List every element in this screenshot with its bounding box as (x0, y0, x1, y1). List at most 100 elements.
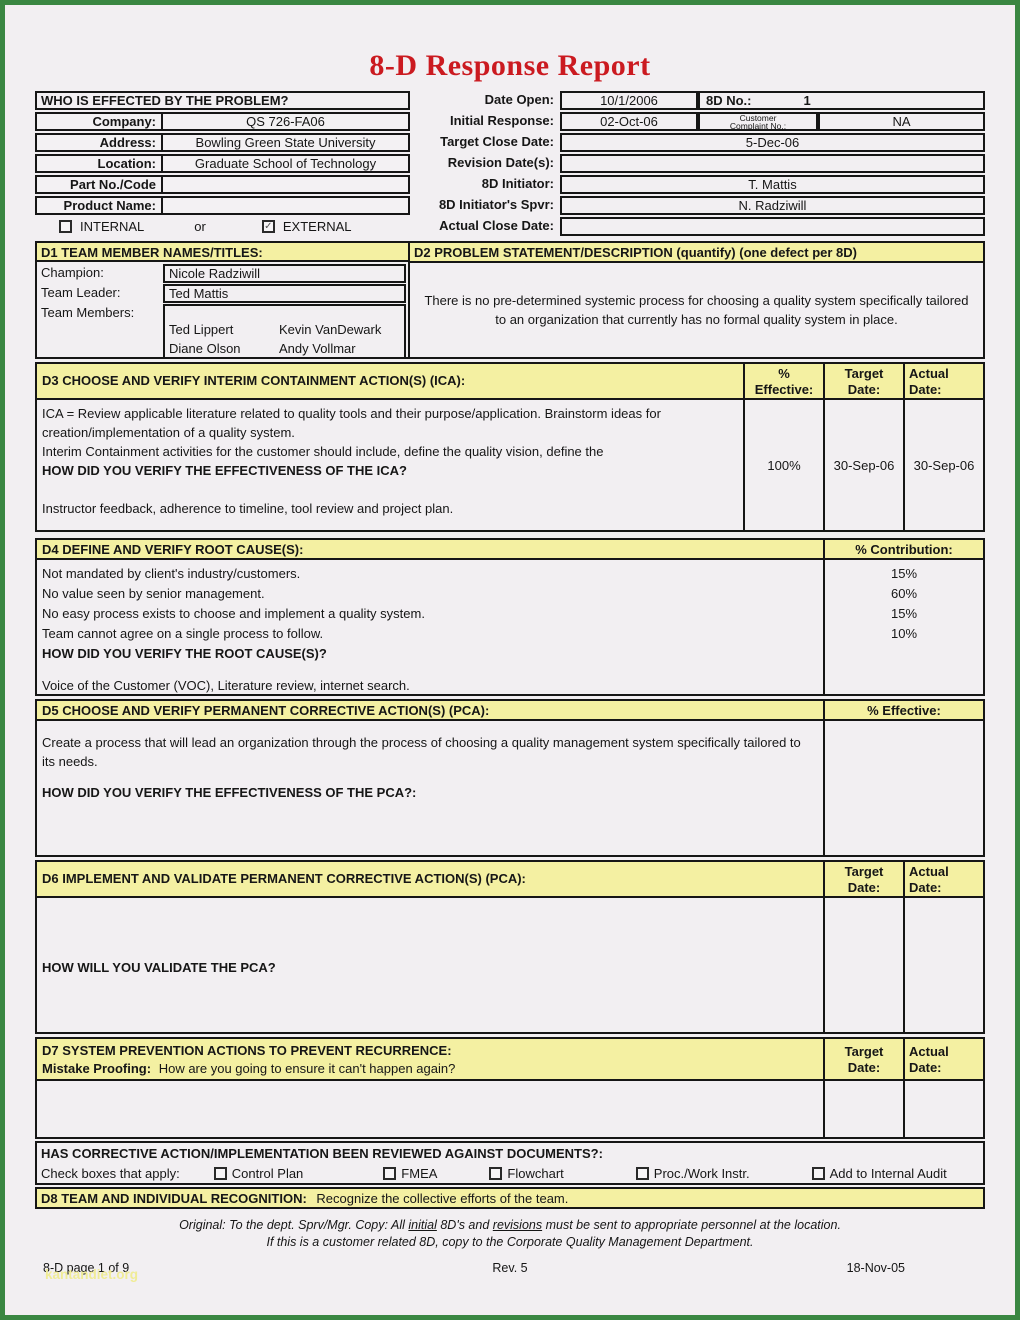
initial-response-label: Initial Response: (449, 113, 554, 128)
d6-body-row: HOW WILL YOU VALIDATE THE PCA? (37, 898, 983, 1032)
watermark: kantandiet.org (45, 1267, 139, 1282)
d4-body-row: Not mandated by client's industry/custom… (37, 560, 983, 694)
add-internal-audit-checkbox-icon (811, 1166, 825, 1180)
part-label: Part No./Code (37, 177, 163, 192)
d5-effective-header: % Effective: (823, 701, 983, 719)
d6-col-actual-header: Actual Date: (903, 862, 983, 896)
d6-col-target-header: Target Date: (823, 862, 903, 896)
spvr-field[interactable]: N. Radziwill (560, 196, 985, 215)
d7-target-field[interactable] (823, 1081, 903, 1137)
initial-response-field[interactable]: 02-Oct-06 (560, 112, 698, 131)
date-open-row: Date Open: 10/1/2006 8D No.: 1 (410, 91, 985, 110)
d7-col-actual-header: Actual Date: (903, 1039, 983, 1079)
d3-pct-field[interactable]: 100% (743, 400, 823, 530)
company-label: Company: (37, 114, 163, 129)
d5-header-row: D5 CHOOSE AND VERIFY PERMANENT CORRECTIV… (37, 701, 983, 721)
d7-mistake-proofing-label: Mistake Proofing: (42, 1061, 152, 1076)
d5-body-row: Create a process that will lead an organ… (37, 721, 983, 855)
spvr-row: 8D Initiator's Spvr: N. Radziwill (410, 196, 985, 215)
initiator-field[interactable]: T. Mattis (560, 175, 985, 194)
d5-header: D5 CHOOSE AND VERIFY PERMANENT CORRECTIV… (42, 703, 490, 718)
d3-actual-field[interactable]: 30-Sep-06 (903, 400, 983, 530)
check-boxes-label: Check boxes that apply: (41, 1165, 180, 1181)
d2-header: D2 PROBLEM STATEMENT/DESCRIPTION (quanti… (410, 243, 983, 263)
who-title: WHO IS EFFECTED BY THE PROBLEM? (35, 91, 410, 110)
location-row: Location: Graduate School of Technology (35, 154, 410, 173)
team-members-label: Team Members: (41, 305, 135, 320)
section-d8: D8 TEAM AND INDIVIDUAL RECOGNITION: Reco… (35, 1187, 985, 1209)
8d-no-value: 1 (803, 93, 811, 108)
actual-close-field[interactable] (560, 217, 985, 236)
d6-header: D6 IMPLEMENT AND VALIDATE PERMANENT CORR… (42, 871, 526, 886)
page-number: 8-D page 1 of 9 (43, 1261, 130, 1275)
d4-verify-answer: Voice of the Customer (VOC), Literature … (42, 678, 410, 693)
section-d5: D5 CHOOSE AND VERIFY PERMANENT CORRECTIV… (35, 699, 985, 857)
section-d3: D3 CHOOSE AND VERIFY INTERIM CONTAINMENT… (35, 362, 985, 532)
fmea-checkbox-icon (383, 1166, 397, 1180)
champion-field[interactable]: Nicole Radziwill (163, 264, 406, 283)
section-d2: D2 PROBLEM STATEMENT/DESCRIPTION (quanti… (410, 243, 983, 357)
d5-verify-question: HOW DID YOU VERIFY THE EFFECTIVENESS OF … (42, 785, 417, 800)
flowchart-checkbox-icon (489, 1166, 503, 1180)
section-d6: D6 IMPLEMENT AND VALIDATE PERMANENT CORR… (35, 860, 985, 1034)
date-open-field[interactable]: 10/1/2006 (560, 91, 698, 110)
internal-label: INTERNAL (80, 219, 145, 234)
target-close-row: Target Close Date: 5-Dec-06 (410, 133, 985, 152)
d6-target-field[interactable] (823, 898, 903, 1032)
d3-target-field[interactable]: 30-Sep-06 (823, 400, 903, 530)
d3-body-row: ICA = Review applicable literature relat… (37, 400, 983, 530)
revision-label: Revision Date(s): (447, 155, 554, 170)
complaint-no-label: Customer Complaint No.: (698, 112, 818, 131)
d2-body[interactable]: There is no pre-determined systemic proc… (410, 263, 983, 357)
header-left: WHO IS EFFECTED BY THE PROBLEM? Company:… (35, 91, 410, 238)
revision-field[interactable] (560, 154, 985, 173)
8d-no-cell[interactable]: 8D No.: 1 (698, 91, 985, 110)
date-open-label: Date Open: (484, 92, 554, 107)
checkbox-control-plan[interactable]: Control Plan (213, 1166, 303, 1181)
d4-verify-question: HOW DID YOU VERIFY THE ROOT CAUSE(S)? (42, 646, 327, 661)
initiator-label: 8D Initiator: (481, 176, 554, 191)
target-close-field[interactable]: 5-Dec-06 (560, 133, 985, 152)
d3-verify-question: HOW DID YOU VERIFY THE EFFECTIVENESS OF … (42, 463, 407, 478)
section-d4: D4 DEFINE AND VERIFY ROOT CAUSE(S): % Co… (35, 538, 985, 696)
d5-effective-field[interactable] (823, 721, 983, 855)
d4-contribution-values[interactable]: 15% 60% 15% 10% (823, 560, 983, 694)
d5-text[interactable]: Create a process that will lead an organ… (37, 721, 823, 855)
d1-body: Champion: Nicole Radziwill Team Leader: … (37, 262, 408, 357)
d7-text[interactable] (37, 1081, 823, 1137)
d4-cause: Not mandated by client's industry/custom… (42, 566, 301, 581)
complaint-no-field[interactable]: NA (818, 112, 985, 131)
product-field[interactable] (163, 198, 408, 213)
company-field[interactable]: QS 726-FA06 (246, 114, 325, 129)
d7-actual-field[interactable] (903, 1081, 983, 1137)
internal-external-row: INTERNAL or ✓ EXTERNAL (35, 217, 410, 236)
checkbox-add-internal-audit[interactable]: Add to Internal Audit (811, 1166, 947, 1181)
checkbox-fmea[interactable]: FMEA (383, 1166, 437, 1181)
target-close-label: Target Close Date: (440, 134, 554, 149)
d6-text[interactable]: HOW WILL YOU VALIDATE THE PCA? (37, 898, 823, 1032)
checkbox-proc-work-instr[interactable]: Proc./Work Instr. (635, 1166, 750, 1181)
checkbox-flowchart[interactable]: Flowchart (489, 1166, 564, 1181)
d4-text[interactable]: Not mandated by client's industry/custom… (37, 560, 823, 694)
company-row: Company: QS 726-FA06 (35, 112, 410, 131)
d4-pct: 15% (890, 606, 918, 621)
proc-work-instr-checkbox-icon (635, 1166, 649, 1180)
part-field[interactable] (163, 177, 408, 192)
d7-body-row (37, 1081, 983, 1137)
external-checkbox-icon[interactable]: ✓ (261, 220, 275, 233)
address-row: Address: Bowling Green State University (35, 133, 410, 152)
revision-row: Revision Date(s): (410, 154, 985, 173)
d7-col-target-header: Target Date: (823, 1039, 903, 1079)
d3-col-pct-header: % Effective: (743, 364, 823, 398)
team-leader-field[interactable]: Ted Mattis (163, 284, 406, 303)
d3-col-actual-header: Actual Date: (903, 364, 983, 398)
footnote-revisions-underlined: revisions (492, 1218, 543, 1232)
d8-text: Recognize the collective efforts of the … (316, 1191, 569, 1206)
location-field[interactable]: Graduate School of Technology (194, 156, 377, 171)
d6-actual-field[interactable] (903, 898, 983, 1032)
internal-checkbox-icon[interactable] (59, 220, 72, 233)
d3-text[interactable]: ICA = Review applicable literature relat… (37, 400, 743, 530)
address-field[interactable]: Bowling Green State University (195, 135, 376, 150)
team-members-field[interactable]: Ted Lippert Kevin VanDewark Diane Olson An… (163, 304, 406, 357)
d4-cause: No easy process exists to choose and imp… (42, 606, 425, 621)
